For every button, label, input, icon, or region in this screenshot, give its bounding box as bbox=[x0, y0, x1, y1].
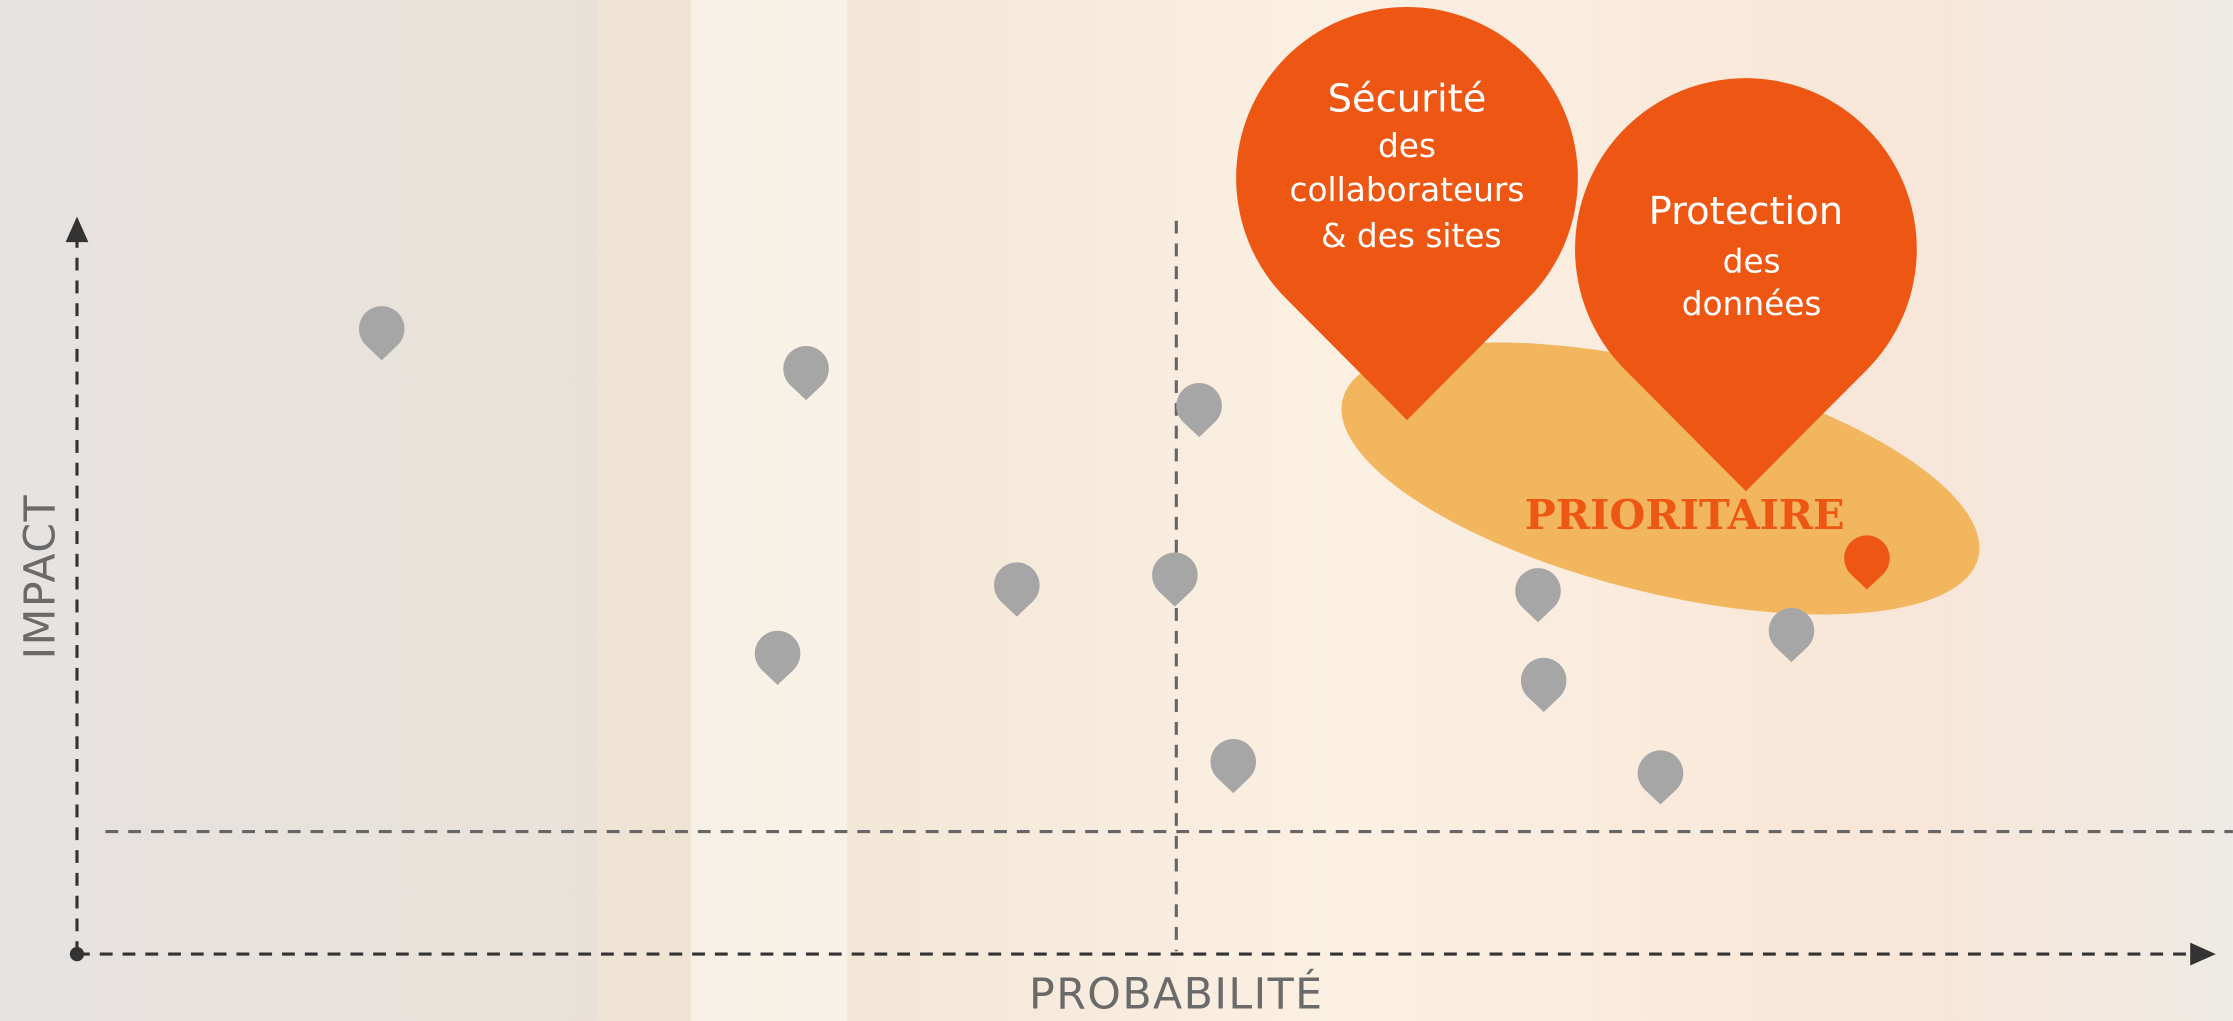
priority-label: PRIORITAIRE bbox=[1525, 490, 1845, 539]
callout-line: des bbox=[1723, 242, 1781, 280]
callout-line: collaborateurs bbox=[1290, 171, 1525, 209]
callout-line: Protection bbox=[1649, 189, 1843, 234]
callout-line: & des sites bbox=[1321, 217, 1502, 255]
background-shade bbox=[690, 0, 848, 1021]
x-arrow bbox=[2190, 942, 2216, 966]
priority-zone bbox=[1341, 342, 1980, 615]
origin bbox=[69, 946, 85, 962]
axes bbox=[75, 239, 2194, 956]
callout-line: Sécurité bbox=[1328, 77, 1487, 122]
callout-pin bbox=[1236, 6, 1578, 421]
y-axis-label: IMPACT bbox=[15, 494, 65, 659]
x-axis-label: PROBABILITÉ bbox=[1029, 968, 1324, 1019]
callout-pin bbox=[1575, 78, 1917, 492]
y-arrow bbox=[65, 216, 89, 243]
callout-line: données bbox=[1682, 285, 1822, 323]
callout-line: des bbox=[1378, 127, 1436, 165]
background-shade bbox=[0, 0, 599, 1021]
callout-text: Sécurité des collaborateurs & des sites … bbox=[1290, 77, 1844, 324]
